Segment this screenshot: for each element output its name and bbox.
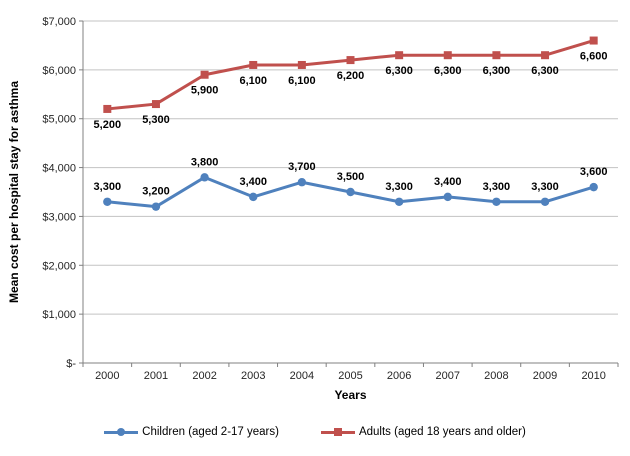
x-tick-label: 2005 <box>338 370 362 382</box>
x-tick-label: 2008 <box>484 370 508 382</box>
x-tick-label: 2001 <box>144 370 168 382</box>
data-label: 3,400 <box>239 176 267 188</box>
series-1-marker <box>297 60 306 69</box>
series-1-marker <box>249 60 258 69</box>
data-label: 5,200 <box>94 119 122 131</box>
data-label: 6,100 <box>288 75 316 87</box>
data-label: 3,800 <box>191 156 219 168</box>
y-tick-label: $- <box>66 358 76 370</box>
y-axis-title: Mean cost per hospital stay for asthma <box>7 80 21 304</box>
data-label: 3,600 <box>580 166 608 178</box>
legend-item-children: Children (aged 2-17 years) <box>104 426 279 438</box>
legend-item-adults: Adults (aged 18 years and older) <box>320 426 526 438</box>
data-label: 3,500 <box>337 171 365 183</box>
y-tick-label: $7,000 <box>42 16 76 28</box>
y-tick-label: $2,000 <box>42 260 76 272</box>
series-1-marker <box>151 100 160 109</box>
series-0-marker <box>151 202 161 211</box>
data-label: 3,300 <box>483 181 511 193</box>
x-tick-label: 2003 <box>241 370 265 382</box>
series-0-marker <box>103 197 112 206</box>
series-1-marker <box>103 104 112 113</box>
x-tick-label: 2009 <box>533 370 557 382</box>
x-tick-label: 2010 <box>581 370 605 382</box>
y-tick-label: $1,000 <box>42 309 76 321</box>
data-label: 6,100 <box>239 75 267 87</box>
series-1-marker <box>200 70 209 79</box>
y-tick-label: $3,000 <box>42 211 76 223</box>
data-label: 6,300 <box>483 65 511 77</box>
y-tick-label: $6,000 <box>42 65 76 77</box>
series-1-marker <box>492 51 501 60</box>
series-0-marker <box>297 178 307 187</box>
y-tick-label: $5,000 <box>42 114 76 126</box>
series-0-marker <box>200 173 209 182</box>
series-0-marker <box>394 197 404 206</box>
children-series-swatch-icon <box>104 427 139 437</box>
x-tick-label: 2007 <box>436 370 460 382</box>
series-0-marker <box>346 187 355 197</box>
data-label: 5,900 <box>191 85 219 97</box>
data-label: 6,300 <box>531 65 559 77</box>
series-1-marker <box>346 56 355 65</box>
legend-label-adults: Adults (aged 18 years and older) <box>358 426 526 438</box>
x-tick-label: 2002 <box>192 370 216 382</box>
data-label: 3,200 <box>142 186 170 198</box>
series-0-marker <box>492 197 501 206</box>
series-0-marker <box>540 197 550 206</box>
data-label: 6,300 <box>434 65 462 77</box>
legend: Children (aged 2-17 years) Adults (aged … <box>0 426 630 438</box>
data-label: 3,400 <box>434 176 462 188</box>
x-axis-title: Years <box>334 388 367 402</box>
series-0-marker <box>249 192 258 202</box>
series-1-marker <box>395 51 404 60</box>
series-1-marker <box>443 51 452 60</box>
y-tick-label: $4,000 <box>42 163 76 175</box>
x-tick-label: 2006 <box>387 370 411 382</box>
data-label: 5,300 <box>142 114 170 126</box>
series-0-marker <box>589 182 598 192</box>
data-label: 6,300 <box>385 65 413 77</box>
data-label: 3,300 <box>385 181 413 193</box>
series-1-marker <box>589 36 598 45</box>
x-tick-label: 2000 <box>95 370 119 382</box>
data-label: 6,200 <box>337 70 365 82</box>
legend-label-children: Children (aged 2-17 years) <box>142 426 279 438</box>
series-0-marker <box>443 192 452 202</box>
data-label: 3,700 <box>288 161 316 173</box>
x-tick-label: 2004 <box>290 370 314 382</box>
data-label: 6,600 <box>580 51 608 63</box>
adults-series-swatch-icon <box>320 427 355 437</box>
data-label: 3,300 <box>94 181 122 193</box>
series-1-marker <box>541 51 550 60</box>
data-label: 3,300 <box>531 181 559 193</box>
